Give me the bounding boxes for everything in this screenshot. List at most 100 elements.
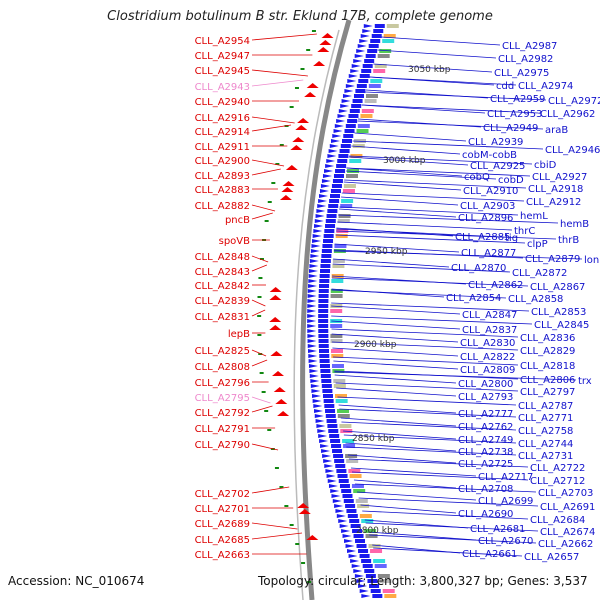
gene-block: [318, 299, 329, 303]
label-connector: [251, 443, 279, 451]
gene-block: [342, 139, 353, 143]
feature-block: [335, 399, 348, 403]
gene-arrow: [318, 199, 328, 203]
feature-block: [346, 459, 359, 463]
right-gene-label: CLL_A2717: [478, 472, 533, 483]
right-gene-label: CLL_A2690: [458, 509, 513, 520]
feature-block: [343, 184, 356, 188]
gene-block: [330, 439, 341, 443]
gene-marker: [273, 387, 286, 392]
gene-arrow: [308, 274, 318, 278]
gene-block: [345, 504, 356, 508]
feature-tick: [264, 220, 269, 222]
left-gene-label: CLL_A2911: [195, 142, 250, 153]
gene-arrow: [362, 29, 372, 33]
label-connector: [354, 132, 467, 142]
gene-block: [318, 334, 329, 338]
gene-block: [329, 199, 340, 203]
label-connector: [343, 181, 462, 191]
gene-arrow: [336, 514, 346, 518]
gene-marker: [282, 181, 295, 186]
gene-marker: [292, 137, 305, 142]
right-gene-label: hemB: [560, 219, 589, 230]
gene-block: [325, 224, 336, 228]
gene-block: [346, 509, 357, 513]
label-connector: [351, 471, 529, 481]
gene-block: [318, 314, 329, 318]
gene-block: [356, 544, 367, 548]
feature-block: [330, 289, 343, 293]
gene-block: [344, 129, 355, 133]
gene-block: [338, 154, 349, 158]
gene-arrow: [353, 569, 363, 573]
label-connector: [331, 320, 461, 330]
label-connector: [335, 382, 519, 392]
gene-block: [343, 134, 354, 138]
gene-arrow: [351, 64, 361, 68]
gene-block: [355, 539, 366, 543]
right-gene-label: araB: [545, 125, 568, 136]
right-gene-label: thrB: [558, 235, 579, 246]
feature-block: [340, 204, 353, 208]
gene-marker: [269, 287, 282, 292]
right-gene-label: CLL_A2712: [530, 476, 585, 487]
label-connector: [338, 404, 457, 414]
accession-text: Accession: NC_010674: [8, 574, 145, 588]
feature-block: [330, 349, 343, 353]
label-connector: [334, 371, 577, 381]
right-gene-label: CLL_A2959: [490, 94, 545, 105]
right-gene-label: CLL_A2662: [538, 539, 593, 550]
left-gene-label: CLL_A2790: [195, 440, 250, 451]
feature-block: [341, 199, 354, 203]
gene-block: [318, 329, 329, 333]
label-connector: [368, 531, 477, 541]
label-connector: [251, 299, 266, 307]
label-connector: [251, 486, 290, 494]
gene-block: [324, 229, 335, 233]
gene-arrow: [328, 149, 338, 153]
feature-block: [337, 414, 350, 418]
label-connector: [340, 417, 457, 427]
gene-block: [339, 484, 350, 488]
gene-block: [322, 394, 333, 398]
gene-arrow: [321, 179, 331, 183]
left-gene-label: CLL_A2808: [195, 362, 250, 373]
feature-block: [361, 109, 374, 113]
gene-block: [326, 214, 337, 218]
gene-block: [358, 549, 369, 553]
feature-block: [332, 259, 345, 263]
right-gene-label: CLL_A2793: [458, 392, 513, 403]
label-connector: [334, 374, 457, 384]
right-gene-label: cobM-cobB: [462, 150, 517, 161]
right-gene-label: CLL_A2949: [483, 123, 538, 134]
label-connector: [339, 206, 519, 216]
gene-arrow: [308, 364, 318, 368]
gene-block: [343, 499, 354, 503]
tick-label: 3000 kbp: [383, 156, 426, 166]
gene-block: [320, 374, 331, 378]
feature-block: [330, 294, 343, 298]
right-gene-label: CLL_A2829: [520, 346, 575, 357]
gene-arrow: [363, 24, 373, 28]
gene-arrow: [309, 374, 319, 378]
label-connector: [338, 214, 559, 224]
gene-arrow: [316, 424, 326, 428]
gene-arrow: [347, 79, 357, 83]
gene-block: [319, 359, 330, 363]
feature-tick: [259, 258, 264, 260]
label-connector: [360, 504, 457, 514]
right-gene-label: CLL_A2872: [512, 268, 567, 279]
gene-marker: [285, 165, 298, 170]
gene-block: [345, 124, 356, 128]
gene-block: [367, 49, 378, 53]
gene-block: [326, 419, 337, 423]
left-gene-label: CLL_A2843: [195, 267, 250, 278]
label-connector: [348, 156, 469, 166]
gene-block: [323, 234, 334, 238]
feature-tick: [307, 581, 312, 583]
tick-label: 2950 kbp: [365, 247, 408, 257]
gene-block: [348, 114, 359, 118]
gene-block: [333, 174, 344, 178]
feature-block: [379, 49, 392, 53]
gene-arrow: [345, 544, 355, 548]
